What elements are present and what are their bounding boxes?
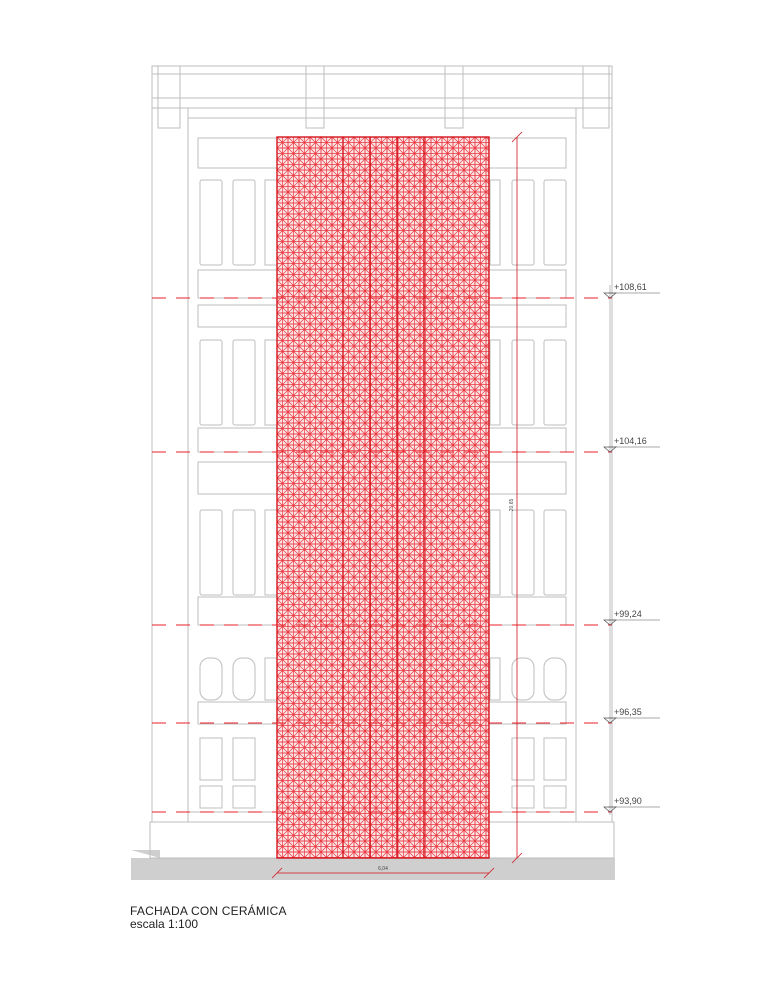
level-label: +96,35	[614, 707, 642, 717]
level-lines: +108,61 +104,16 +99,24 +96,35 +93,90	[152, 282, 660, 813]
ceramic-lattice-facade	[277, 137, 489, 858]
drawing-title: FACHADA CON CERÁMICA	[130, 904, 287, 918]
level-label: +93,90	[614, 796, 642, 806]
right-windows	[489, 179, 567, 809]
height-dimension-label: 20,65	[509, 499, 515, 512]
left-windows	[199, 179, 278, 809]
ground-step	[131, 850, 160, 858]
ground-strip	[131, 858, 615, 880]
drawing-scale: escala 1:100	[130, 916, 199, 931]
drawing-caption: FACHADA CON CERÁMICA escala 1:100	[130, 905, 287, 930]
lattice-panel-joints	[276, 136, 490, 859]
width-dimension	[271, 867, 495, 879]
width-dimension-label: 6,04	[378, 866, 388, 872]
level-label: +99,24	[614, 609, 642, 619]
level-label: +108,61	[614, 282, 647, 292]
level-label: +104,16	[614, 436, 647, 446]
height-dimension	[511, 131, 523, 864]
